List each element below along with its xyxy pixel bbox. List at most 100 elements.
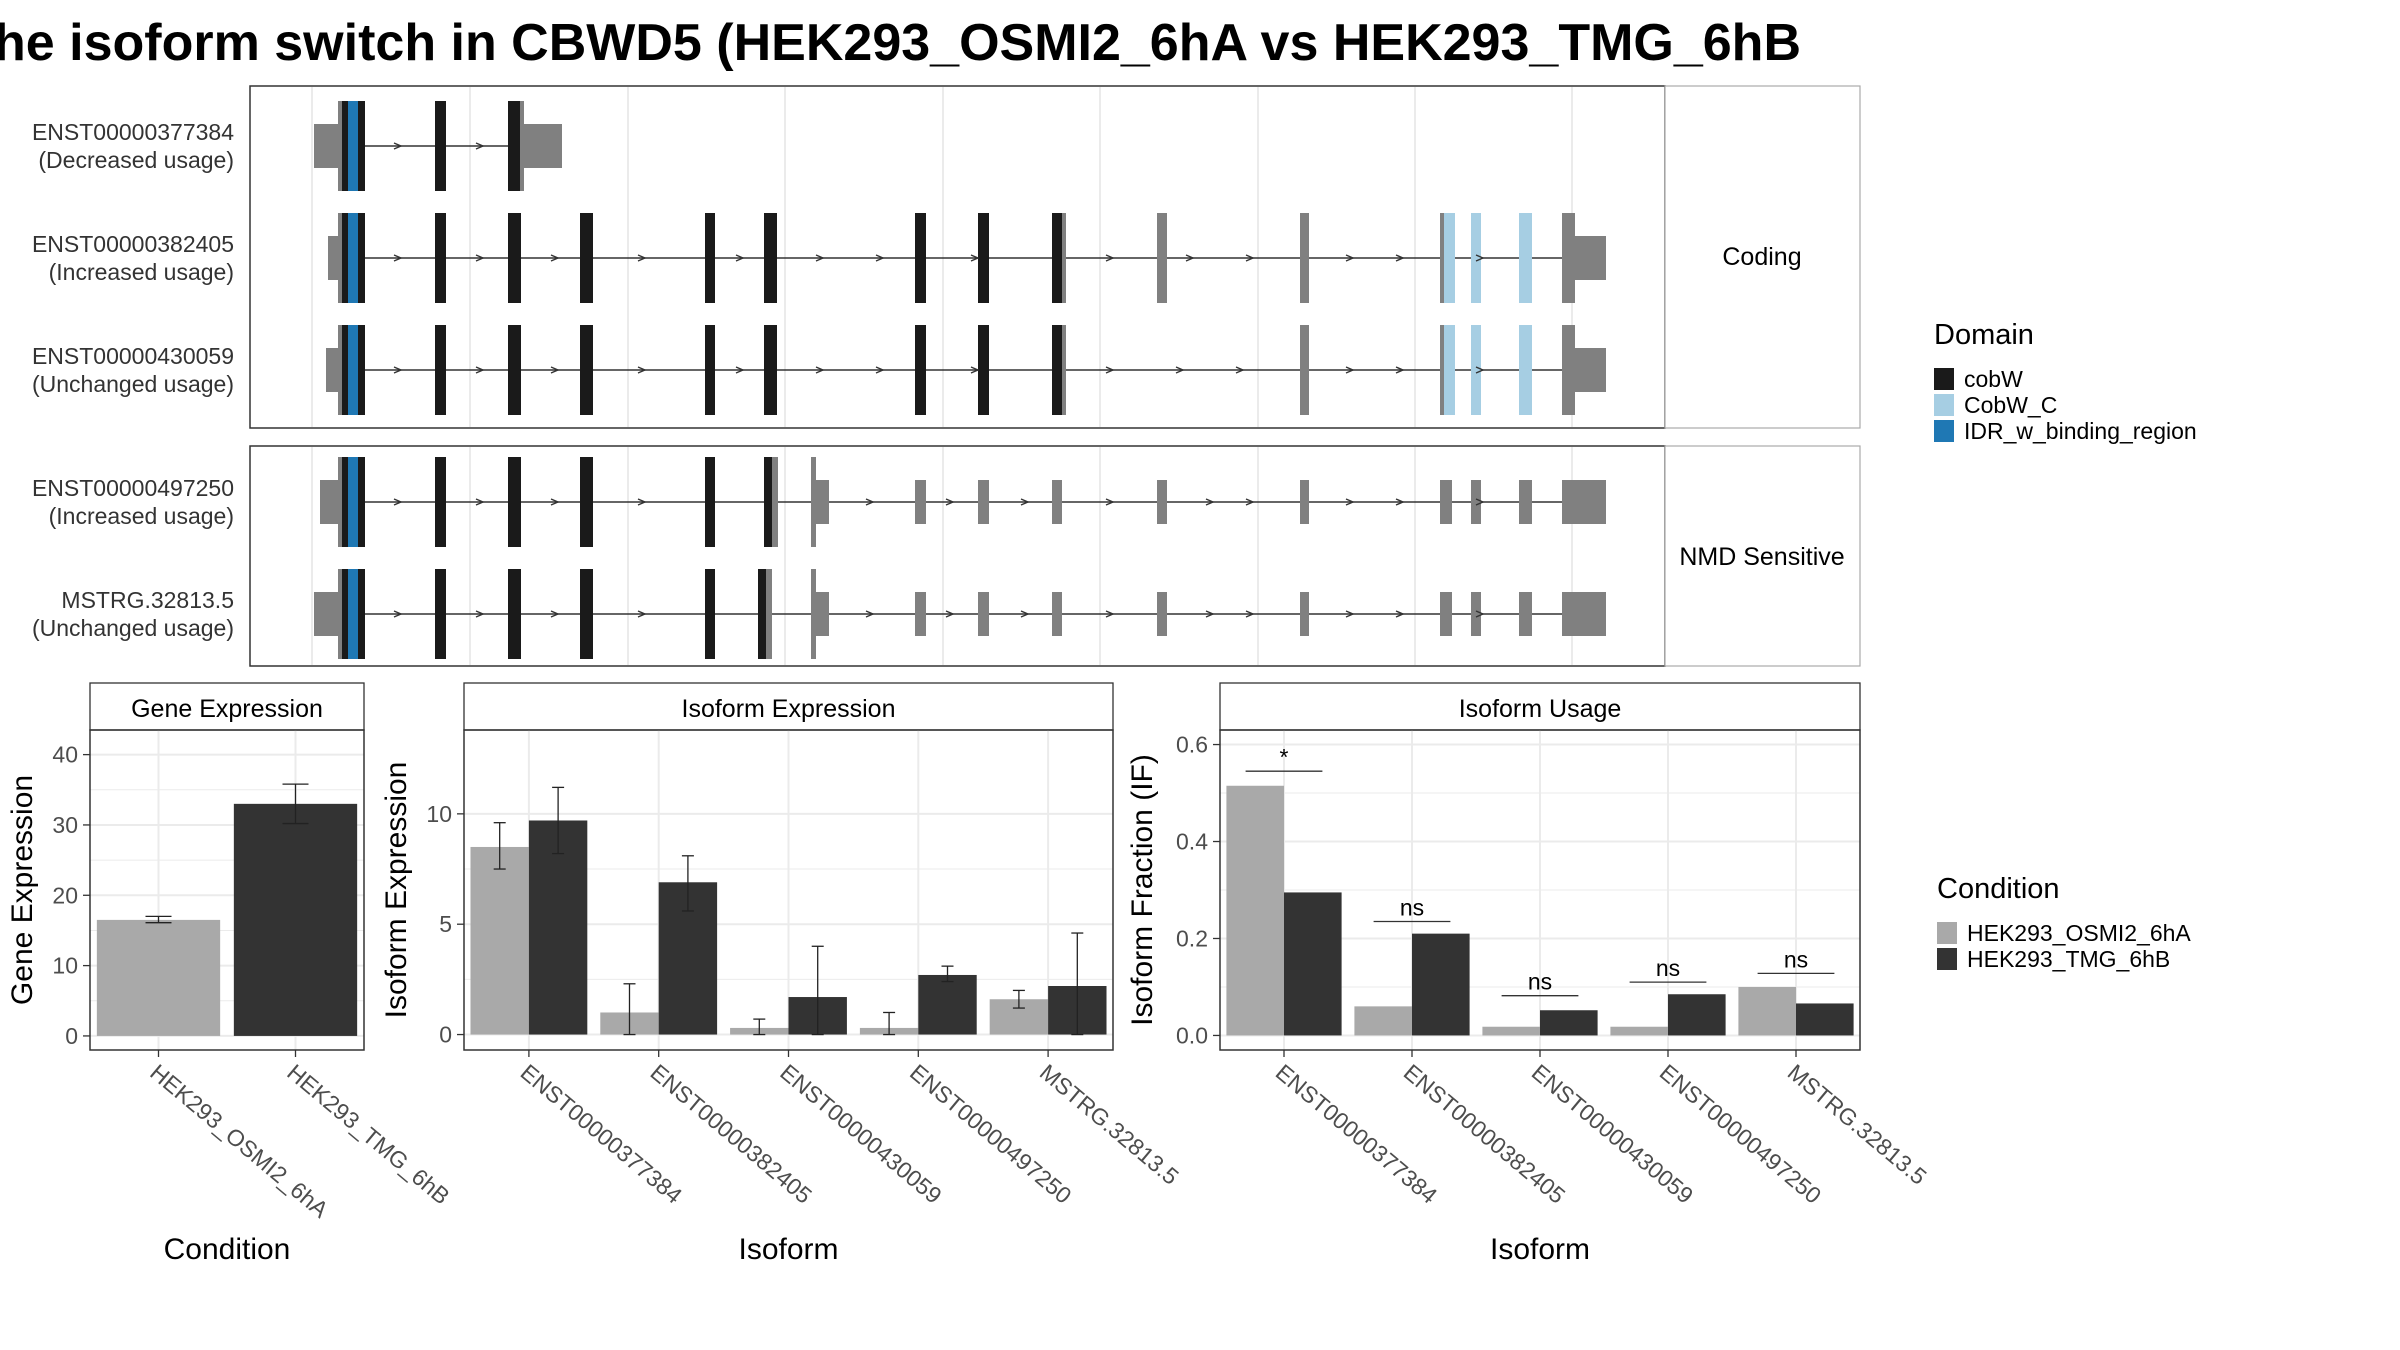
intron-arrow <box>1105 610 1115 618</box>
transcript-usage-note: (Decreased usage) <box>38 147 234 173</box>
bar <box>233 803 358 1036</box>
exon <box>764 457 772 547</box>
exon <box>348 325 358 415</box>
x-axis-title: Isoform <box>738 1233 838 1266</box>
exon <box>320 480 340 524</box>
exon <box>338 101 342 191</box>
exon <box>1062 213 1066 303</box>
transcript-usage-note: (Increased usage) <box>49 503 234 529</box>
intron-arrow <box>1205 498 1215 506</box>
significance-label: ns <box>1400 895 1424 921</box>
exon <box>1440 213 1444 303</box>
exon <box>1562 480 1606 524</box>
coding-strip <box>1664 85 1861 429</box>
exon <box>358 569 365 659</box>
exon <box>1471 213 1481 303</box>
intron-arrow <box>970 254 980 262</box>
intron-arrow <box>1245 498 1255 506</box>
exon <box>764 213 777 303</box>
intron-arrow <box>865 610 875 618</box>
intron-arrow <box>1235 366 1245 374</box>
exon <box>338 457 342 547</box>
exon <box>342 569 348 659</box>
exon <box>1052 213 1062 303</box>
exon <box>358 457 365 547</box>
exon <box>758 569 766 659</box>
figure-title: he isoform switch in CBWD5 (HEK293_OSMI2… <box>0 14 1801 72</box>
exon <box>764 325 777 415</box>
y-tick-label: 10 <box>52 953 78 979</box>
transcript-panel: Coding NMD Sensitive ENST00000377384 (De… <box>32 85 1861 667</box>
exon <box>1440 480 1452 524</box>
exon <box>1157 480 1167 524</box>
exon <box>1444 325 1455 415</box>
significance-label: * <box>1280 744 1289 770</box>
intron-arrow <box>1345 498 1355 506</box>
exon <box>978 480 989 524</box>
intron-arrow <box>393 254 403 262</box>
exon <box>338 569 342 659</box>
bar <box>1482 1026 1540 1036</box>
intron-arrow <box>1395 366 1405 374</box>
domain-legend: Domain cobW CobW_C IDR_w_binding_region <box>1934 319 2197 444</box>
y-tick-label: 0.2 <box>1176 925 1208 951</box>
exon <box>314 592 340 636</box>
exon <box>435 325 446 415</box>
bar-panel-2: Isoform Expression0510ENST00000377384ENS… <box>380 682 1184 1266</box>
exon <box>811 569 816 659</box>
exon <box>1300 480 1309 524</box>
exon <box>508 569 521 659</box>
exon <box>328 236 340 280</box>
intron-arrow <box>550 254 560 262</box>
intron-arrow <box>875 254 885 262</box>
intron-arrow <box>393 610 403 618</box>
significance-label: ns <box>1784 946 1808 972</box>
bar <box>1540 1010 1598 1036</box>
legend-swatch-idr <box>1934 420 1954 442</box>
intron-arrow <box>1345 366 1355 374</box>
y-tick-label: 0 <box>439 1022 452 1048</box>
exon <box>580 457 593 547</box>
significance-label: ns <box>1528 969 1552 995</box>
exon <box>1519 213 1532 303</box>
panel-strip <box>1219 682 1861 731</box>
exon <box>1444 213 1455 303</box>
intron-arrow <box>1475 254 1485 262</box>
bar <box>1284 892 1342 1036</box>
transcript-id: ENST00000382405 <box>32 231 234 257</box>
exon <box>580 325 593 415</box>
y-tick-label: 10 <box>426 801 452 827</box>
intron-arrow <box>1245 610 1255 618</box>
intron-arrow <box>735 366 745 374</box>
exon <box>811 457 816 547</box>
exon <box>978 592 989 636</box>
exon <box>1300 325 1309 415</box>
intron-arrow <box>1245 254 1255 262</box>
intron-arrow <box>637 498 647 506</box>
panel-title: Isoform Usage <box>1459 695 1622 723</box>
exon <box>508 457 521 547</box>
exon <box>520 101 524 191</box>
exon <box>1575 236 1606 280</box>
exon <box>1300 592 1309 636</box>
exon <box>338 325 342 415</box>
y-axis-title: Gene Expression <box>6 775 39 1005</box>
coding-panel-frame <box>249 85 1666 429</box>
intron-arrow <box>1395 610 1405 618</box>
exon <box>580 213 593 303</box>
exon <box>1052 480 1062 524</box>
intron-arrow <box>1395 498 1405 506</box>
intron-arrow <box>637 610 647 618</box>
intron-arrow <box>865 498 875 506</box>
bar <box>470 846 529 1035</box>
exon <box>1052 325 1062 415</box>
exon <box>1062 325 1066 415</box>
exon <box>1519 592 1532 636</box>
x-tick-label: MSTRG.32813.5 <box>1035 1059 1184 1190</box>
y-tick-label: 0.0 <box>1176 1022 1208 1048</box>
exon <box>348 101 358 191</box>
intron-arrow <box>815 254 825 262</box>
exon <box>358 325 365 415</box>
exon <box>915 325 926 415</box>
